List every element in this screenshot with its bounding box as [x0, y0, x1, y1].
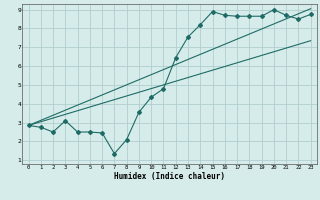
X-axis label: Humidex (Indice chaleur): Humidex (Indice chaleur)	[114, 172, 225, 181]
